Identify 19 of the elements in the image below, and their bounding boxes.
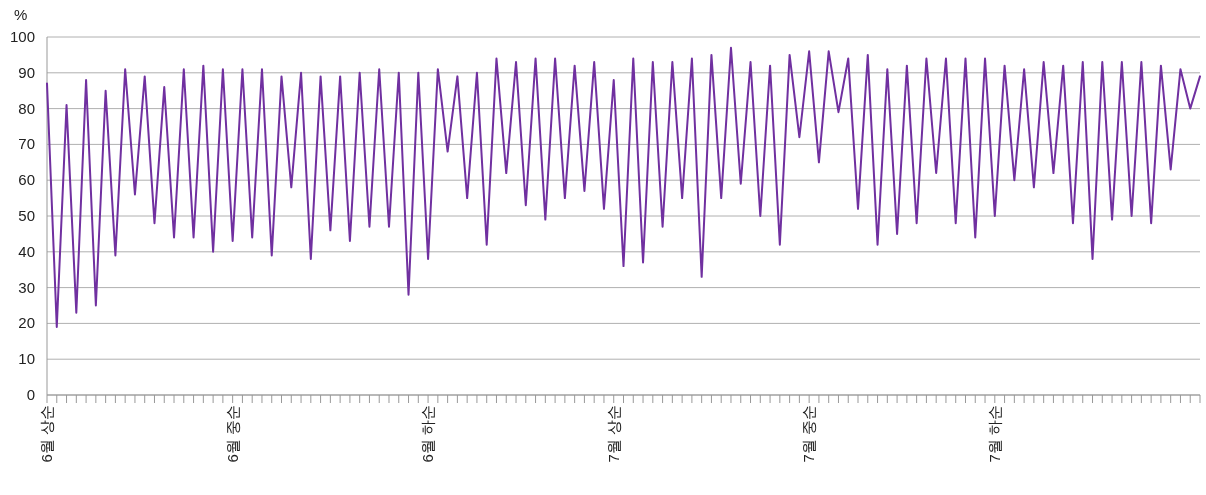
x-tick-label: 7월 하순 [985,405,1003,463]
line-series [46,46,1201,328]
x-tick-label: 6월 상순 [38,405,55,463]
y-tick-label: 40 [18,242,35,260]
y-tick-label: 90 [18,63,35,81]
y-axis-title: % [14,6,28,23]
x-tick-label: 6월 중순 [223,405,241,463]
y-tick-label: 0 [26,386,35,403]
x-tick-label: 7월 상순 [604,405,622,463]
x-tick-label: 7월 중순 [800,405,818,463]
y-tick-label: 60 [18,171,35,189]
x-tick-label: 6월 하순 [419,405,437,463]
y-tick-label: 30 [18,278,35,296]
y-tick-label: 70 [18,135,35,153]
y-tick-label: 100 [9,28,35,45]
y-tick-label: 20 [18,314,35,332]
y-tick-label: 80 [18,99,35,117]
y-tick-label: 10 [18,350,35,368]
y-tick-label: 50 [18,207,35,224]
